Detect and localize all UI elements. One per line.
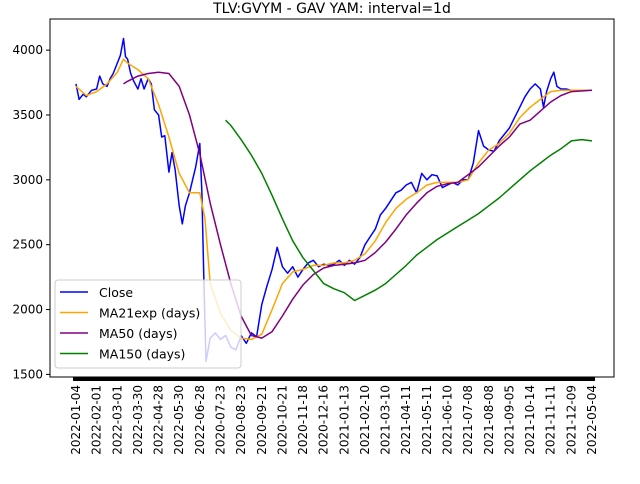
x-tick-label-14: 2021-02-10 bbox=[358, 385, 372, 455]
x-tick-label-23: 2021-11-11 bbox=[544, 385, 558, 455]
x-tick-label-16: 2021-04-11 bbox=[399, 385, 413, 455]
plot-area bbox=[75, 37, 593, 363]
x-tick-label-5: 2022-05-30 bbox=[172, 385, 186, 455]
legend-label-1: MA21exp (days) bbox=[99, 306, 200, 321]
x-tick-label-11: 2020-11-18 bbox=[296, 385, 310, 455]
y-tick-label-4: 3500 bbox=[12, 108, 43, 122]
x-tick-label-4: 2022-04-28 bbox=[152, 385, 166, 455]
x-tick-label-0: 2022-01-04 bbox=[69, 385, 83, 455]
x-tick-label-6: 2022-06-28 bbox=[193, 385, 207, 455]
x-tick-label-21: 2021-09-05 bbox=[502, 385, 516, 455]
series-line-2 bbox=[123, 71, 593, 339]
y-tick-label-3: 3000 bbox=[12, 173, 43, 187]
x-tick-label-15: 2021-03-10 bbox=[379, 385, 393, 455]
legend-box bbox=[54, 279, 242, 369]
x-tick-label-22: 2021-10-14 bbox=[523, 385, 537, 455]
y-tick-label-2: 2500 bbox=[12, 238, 43, 252]
x-tick-label-1: 2022-02-01 bbox=[90, 385, 104, 455]
x-tick-label-3: 2022-03-30 bbox=[131, 385, 145, 455]
x-tick-label-20: 2021-08-08 bbox=[482, 385, 496, 455]
series-line-1 bbox=[75, 58, 592, 341]
x-tick-label-19: 2021-07-08 bbox=[461, 385, 475, 455]
x-tick-label-8: 2020-08-23 bbox=[234, 385, 248, 455]
x-tick-label-9: 2020-09-21 bbox=[255, 385, 269, 455]
y-tick-label-5: 4000 bbox=[12, 43, 43, 57]
y-axis: 1500 2000 2500 3000 3500 4000 bbox=[12, 43, 50, 381]
x-tick-label-2: 2022-03-01 bbox=[110, 385, 124, 455]
series-line-3 bbox=[225, 119, 593, 302]
x-tick-label-17: 2021-05-11 bbox=[420, 385, 434, 455]
legend-label-0: Close bbox=[99, 285, 133, 300]
y-tick-label-0: 1500 bbox=[12, 367, 43, 381]
x-tick-label-18: 2021-06-10 bbox=[441, 385, 455, 455]
x-tick-marks-dense bbox=[73, 377, 595, 381]
legend-label-2: MA50 (days) bbox=[99, 326, 177, 341]
x-tick-label-12: 2020-12-16 bbox=[317, 385, 331, 455]
x-tick-label-25: 2022-05-04 bbox=[585, 385, 599, 455]
x-tick-label-13: 2021-01-13 bbox=[337, 385, 351, 455]
legend-label-3: MA150 (days) bbox=[99, 347, 185, 362]
x-tick-label-24: 2021-12-09 bbox=[564, 385, 578, 455]
x-axis: 2022-01-04 2022-02-01 2022-03-01 2022-03-30… bbox=[69, 377, 599, 455]
x-tick-label-7: 2020-07-23 bbox=[213, 385, 227, 455]
y-tick-label-1: 2000 bbox=[12, 303, 43, 317]
chart-title: TLV:GVYM - GAV YAM: interval=1d bbox=[212, 1, 451, 17]
x-tick-label-10: 2020-10-21 bbox=[275, 385, 289, 455]
legend: Close MA21exp (days) MA50 (days) MA150 (day… bbox=[54, 279, 242, 369]
